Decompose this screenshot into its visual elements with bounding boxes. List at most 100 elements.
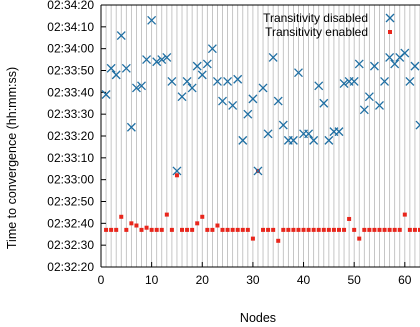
data-series — [101, 15, 420, 243]
data-point — [326, 227, 331, 232]
x-tick-label: 50 — [347, 273, 361, 287]
data-point — [180, 227, 185, 232]
data-point — [129, 221, 134, 226]
data-point — [294, 68, 303, 78]
data-point — [114, 227, 119, 232]
data-point — [147, 15, 157, 25]
y-tick-label: 02:33:30 — [47, 107, 94, 121]
data-point — [278, 120, 288, 130]
data-point — [273, 96, 283, 106]
data-point — [309, 135, 319, 145]
data-point — [220, 227, 225, 232]
x-tick-label: 10 — [145, 273, 159, 287]
data-point — [253, 166, 263, 176]
data-point — [263, 129, 273, 139]
data-point — [250, 236, 255, 241]
data-point — [390, 59, 400, 69]
data-point — [372, 227, 377, 232]
data-point — [174, 173, 179, 178]
x-tick-label: 40 — [297, 273, 311, 287]
data-point — [397, 227, 402, 232]
data-point — [306, 227, 311, 232]
x-tick-label: 0 — [98, 273, 105, 287]
y-tick-label: 02:33:20 — [47, 129, 94, 143]
data-point — [407, 227, 412, 232]
data-point — [291, 227, 296, 232]
x-axis-label: Nodes — [240, 311, 276, 325]
y-tick-label: 02:34:10 — [47, 20, 94, 34]
y-tick-label: 02:32:30 — [47, 238, 94, 252]
data-point — [336, 227, 341, 232]
data-point — [314, 81, 324, 91]
data-point — [119, 214, 124, 219]
data-point — [210, 227, 215, 232]
data-point — [324, 135, 334, 145]
data-point — [116, 31, 126, 41]
data-point — [167, 76, 177, 86]
data-point — [137, 81, 146, 91]
data-point — [276, 238, 281, 243]
data-point — [185, 227, 190, 232]
data-point — [230, 227, 235, 232]
data-point — [410, 61, 420, 71]
axes — [100, 4, 420, 268]
data-point — [301, 227, 306, 232]
data-point — [321, 227, 326, 232]
data-point — [144, 225, 149, 230]
data-point — [258, 83, 268, 93]
data-point — [261, 227, 266, 232]
data-point — [331, 227, 336, 232]
data-point — [157, 55, 167, 65]
data-point — [352, 227, 357, 232]
legend-item: Transitivity disabled — [263, 11, 395, 25]
data-point — [205, 227, 210, 232]
data-point — [271, 227, 276, 232]
data-point — [418, 227, 420, 232]
series-transitivity-disabled — [101, 15, 420, 176]
data-point — [382, 227, 387, 232]
y-axis-label: Time to convergence (hh:mm:ss) — [5, 67, 19, 249]
data-point — [281, 227, 286, 232]
series-transitivity-enabled — [104, 168, 420, 243]
data-point — [268, 52, 278, 62]
data-point — [354, 59, 364, 69]
data-point — [380, 76, 390, 86]
data-point — [400, 48, 410, 58]
legend-label: Transitivity enabled — [265, 25, 368, 39]
data-point — [164, 212, 169, 217]
data-point — [213, 76, 222, 86]
data-point — [121, 63, 131, 73]
x-tick-label: 60 — [398, 273, 412, 287]
data-point — [197, 70, 207, 80]
data-point — [109, 227, 114, 232]
data-point — [187, 83, 197, 93]
data-point — [177, 92, 187, 102]
data-point — [225, 227, 230, 232]
data-point — [169, 227, 174, 232]
y-tick-label: 02:33:40 — [47, 85, 94, 99]
data-point — [235, 227, 240, 232]
data-point — [207, 44, 217, 54]
data-point — [248, 94, 258, 104]
data-point — [238, 135, 248, 145]
legend-item: Transitivity enabled — [265, 25, 392, 39]
data-point — [142, 55, 152, 65]
data-point — [200, 214, 205, 219]
y-tick-label: 02:33:10 — [47, 151, 94, 165]
data-point — [223, 76, 233, 86]
legend-marker-square — [388, 30, 392, 34]
data-point — [126, 122, 136, 132]
data-point — [228, 100, 238, 110]
data-point — [159, 227, 164, 232]
y-tick-label: 02:33:50 — [47, 64, 94, 78]
y-tick-label: 02:33:00 — [47, 173, 94, 187]
y-tick-label: 02:34:00 — [47, 42, 94, 56]
data-point — [402, 212, 407, 217]
legend-label: Transitivity disabled — [263, 11, 368, 25]
data-point — [101, 90, 111, 99]
data-point — [367, 227, 372, 232]
data-point — [319, 98, 329, 108]
y-tick-label: 02:32:20 — [47, 260, 94, 274]
